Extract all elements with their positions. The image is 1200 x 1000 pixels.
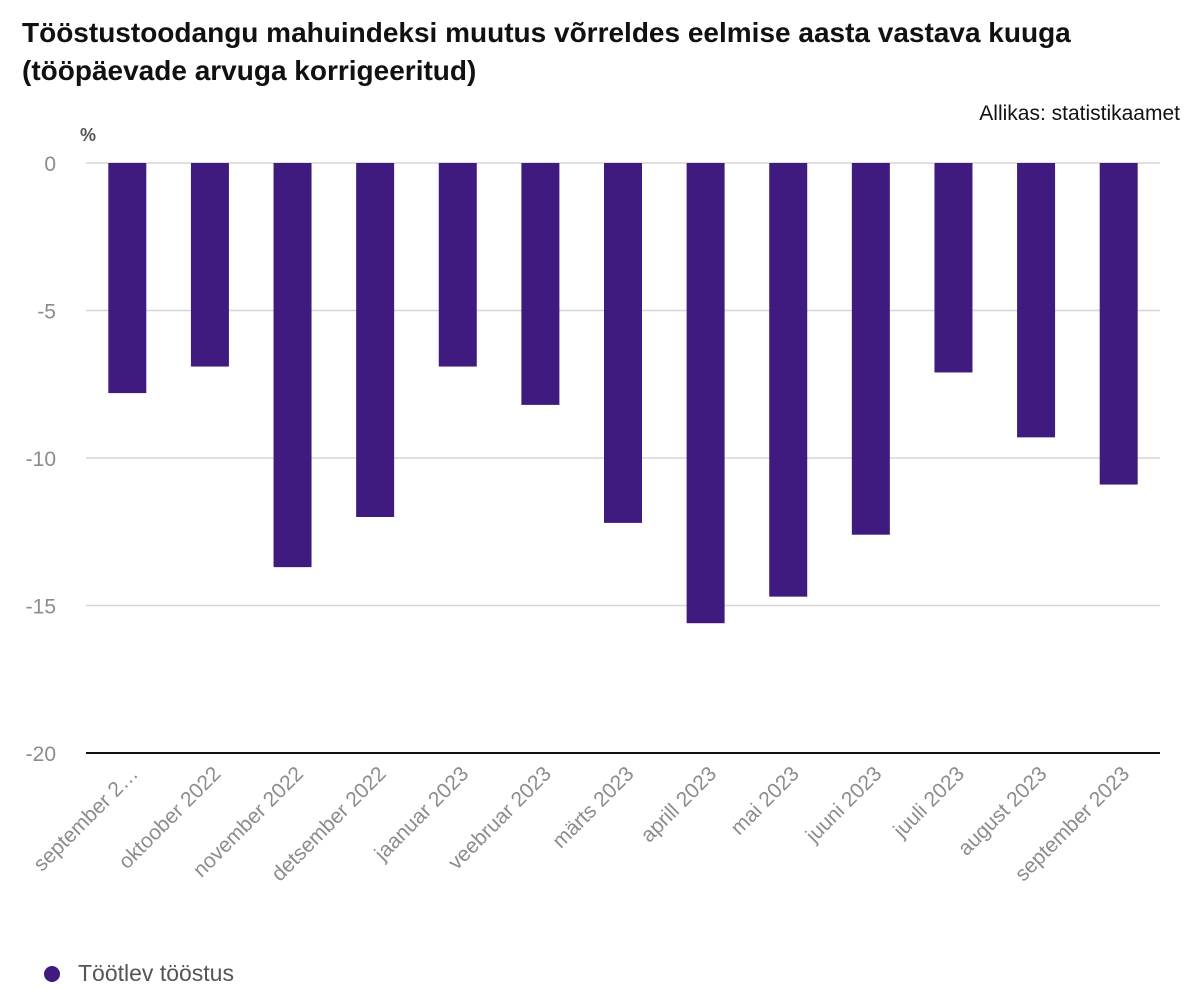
x-tick-label: märts 2023 [548, 762, 639, 853]
legend-marker [44, 965, 60, 982]
bar [1099, 163, 1138, 485]
x-tick-label: juuli 2023 [888, 762, 969, 843]
bar [521, 163, 560, 405]
bar [686, 163, 725, 624]
bar [851, 163, 890, 535]
bar-chart: 0 -5 -10 -15 -20 september 2…oktoober 2022no… [26, 153, 1160, 886]
bar [934, 163, 973, 373]
chart-title: Tööstustoodangu mahuindeksi muutus võrre… [22, 17, 1071, 86]
y-tick-label: -5 [37, 301, 56, 324]
y-tick-label: 0 [44, 153, 56, 176]
x-tick-label: aprill 2023 [636, 762, 721, 847]
bar [356, 163, 395, 517]
y-tick-label: -10 [26, 448, 56, 471]
bar [438, 163, 477, 367]
legend-label: Töötlev tööstus [78, 960, 234, 986]
bar [273, 163, 312, 568]
source-label: Allikas: statistikaamet [979, 102, 1180, 125]
bar [108, 163, 147, 394]
x-tick-label: juuni 2023 [801, 762, 887, 848]
y-tick-label: -15 [26, 596, 56, 619]
bar [1017, 163, 1056, 438]
y-axis-ticks: 0 -5 -10 -15 -20 [26, 153, 56, 766]
bar [190, 163, 229, 367]
bar [604, 163, 642, 523]
y-tick-label: -20 [26, 743, 56, 766]
y-axis-unit: % [80, 125, 97, 145]
bar [769, 163, 808, 597]
bars [108, 163, 1138, 624]
legend: Töötlev tööstus [44, 960, 234, 987]
x-tick-label: mai 2023 [726, 762, 803, 839]
